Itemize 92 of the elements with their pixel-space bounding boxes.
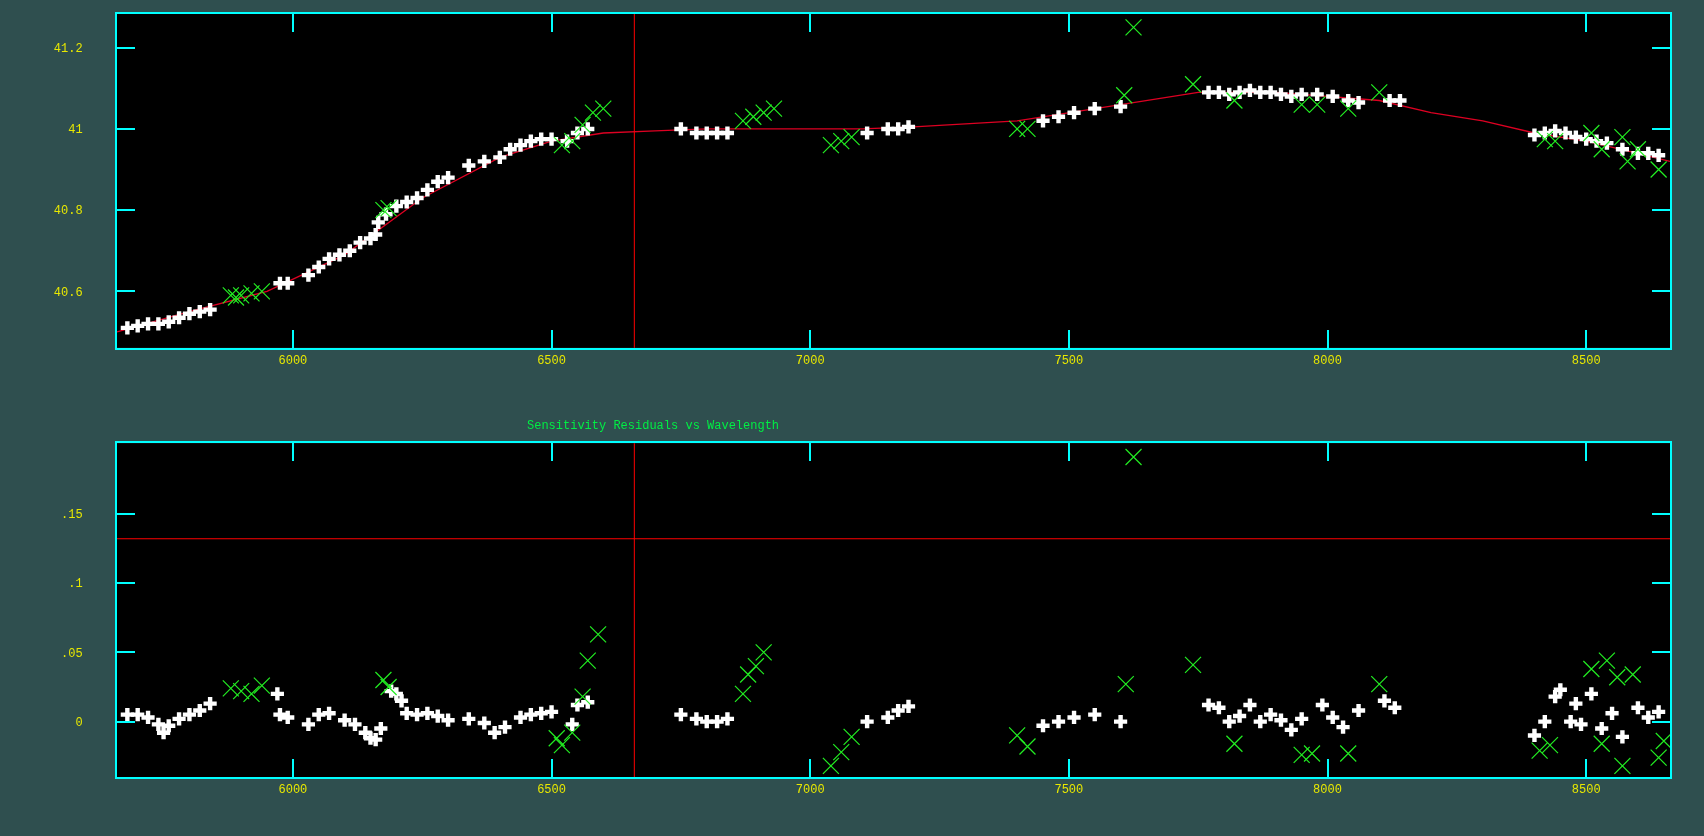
point — [379, 678, 398, 696]
x-tick-label: 7000 — [795, 354, 825, 369]
x-tick-label: 6500 — [537, 354, 566, 369]
point — [1650, 160, 1668, 179]
point — [589, 625, 607, 643]
point — [553, 736, 571, 754]
point — [563, 132, 581, 150]
point — [1184, 75, 1202, 93]
point — [579, 652, 597, 670]
point — [755, 104, 773, 122]
point — [1613, 757, 1632, 775]
x-tick-label: 7500 — [1054, 783, 1084, 798]
point — [755, 643, 773, 661]
y-tick-label: 40.6 — [53, 285, 83, 300]
point — [822, 757, 840, 775]
point — [739, 665, 757, 684]
point — [242, 685, 261, 703]
point — [553, 136, 571, 154]
point — [1613, 128, 1632, 146]
x-tick-label: 6500 — [537, 783, 566, 798]
y-tick-label: .15 — [60, 508, 83, 523]
point — [1370, 675, 1388, 693]
point — [832, 132, 850, 150]
point — [1339, 744, 1357, 763]
point — [232, 682, 250, 700]
point — [253, 282, 271, 300]
point — [374, 671, 393, 689]
point — [734, 112, 752, 130]
x-tick-label: 8500 — [1571, 354, 1601, 369]
point — [1293, 746, 1311, 764]
x-tick-label: 8000 — [1313, 783, 1342, 798]
x-tick-label: 6000 — [278, 354, 308, 369]
point — [379, 199, 398, 217]
point — [1008, 120, 1026, 138]
point — [1531, 742, 1549, 760]
point — [1546, 132, 1564, 150]
point — [765, 100, 783, 118]
point — [594, 100, 612, 118]
point — [227, 288, 245, 307]
point — [1541, 736, 1559, 754]
point — [734, 685, 752, 703]
point — [832, 743, 850, 761]
point — [843, 128, 861, 146]
point — [242, 284, 261, 302]
y-tick-label: .1 — [68, 577, 83, 592]
point — [253, 676, 271, 695]
point — [1582, 660, 1600, 678]
point — [1339, 100, 1357, 118]
point — [1225, 91, 1244, 110]
point — [1018, 737, 1037, 756]
point — [744, 108, 762, 126]
point — [573, 116, 592, 134]
point — [232, 286, 250, 305]
chart-title: Sensitivity Residuals vs Wavelength — [527, 419, 780, 433]
point — [573, 688, 592, 706]
x-tick-label: 8000 — [1313, 354, 1342, 369]
y-tick-label: 41.2 — [53, 41, 83, 56]
point — [563, 724, 581, 742]
point — [1115, 86, 1133, 104]
point — [222, 286, 240, 305]
point — [1593, 735, 1611, 753]
y-tick-label: 41 — [68, 123, 83, 138]
y-tick-label: .05 — [60, 646, 83, 661]
y-tick-label: 0 — [75, 715, 83, 730]
y-tick-label: 40.8 — [53, 204, 83, 219]
point — [1536, 130, 1554, 148]
point — [222, 679, 240, 697]
point — [584, 104, 602, 122]
point — [374, 201, 393, 219]
point — [1618, 152, 1637, 171]
point — [1124, 448, 1143, 466]
x-tick-label: 8500 — [1571, 783, 1601, 798]
point — [1582, 124, 1600, 142]
point — [843, 728, 861, 746]
x-tick-label: 6000 — [278, 783, 308, 798]
x-tick-label: 7000 — [795, 783, 825, 798]
point — [1303, 744, 1321, 763]
point — [1650, 749, 1668, 767]
point — [747, 657, 765, 675]
point — [1225, 735, 1244, 753]
point — [1370, 83, 1388, 101]
x-tick-label: 7500 — [1054, 354, 1084, 369]
point — [1124, 18, 1143, 36]
point — [1018, 120, 1037, 138]
point — [1117, 675, 1135, 693]
point — [548, 729, 566, 747]
point — [1593, 140, 1611, 158]
point — [1008, 726, 1026, 745]
point — [1184, 656, 1202, 674]
point — [1598, 652, 1616, 670]
point — [822, 136, 840, 154]
point — [1629, 140, 1647, 158]
